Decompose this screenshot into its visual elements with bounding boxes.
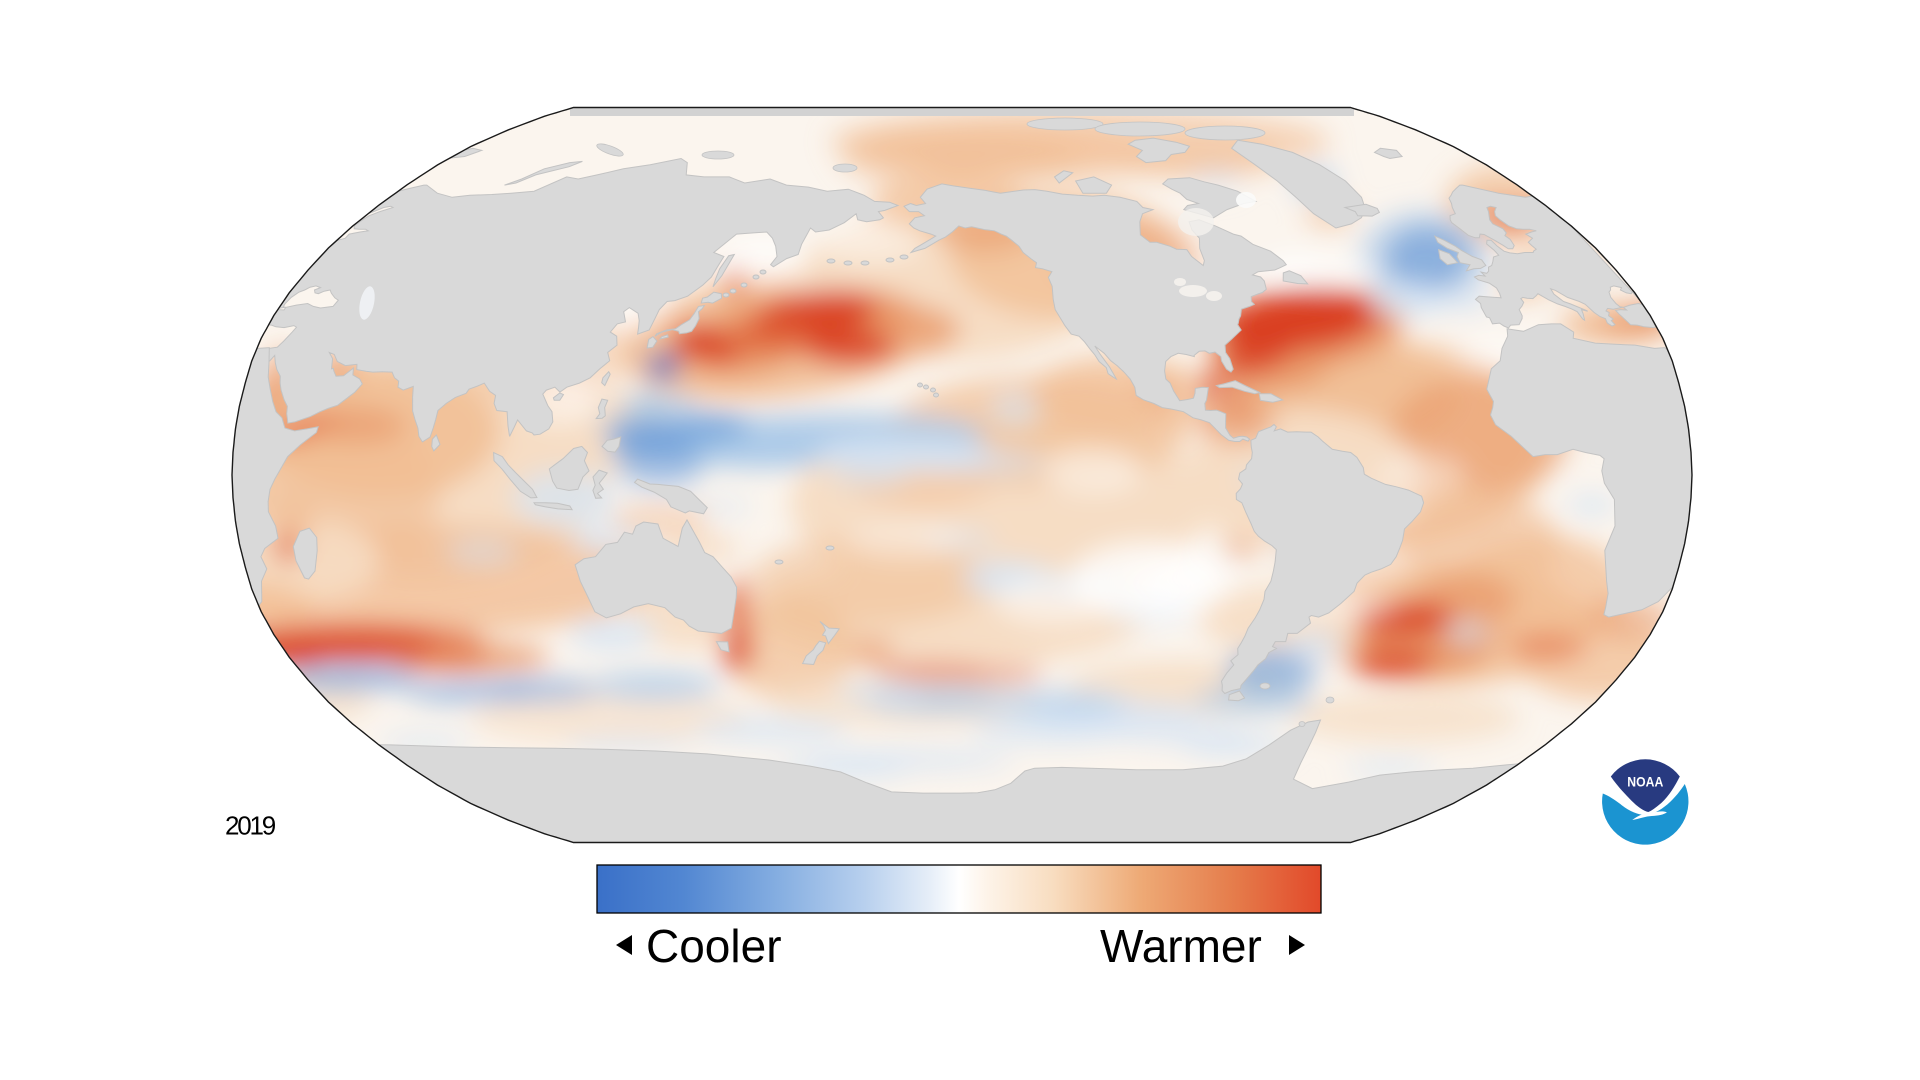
svg-text:Warmer: Warmer bbox=[1100, 920, 1262, 972]
svg-text:Cooler: Cooler bbox=[646, 920, 782, 972]
svg-text:NOAA: NOAA bbox=[1627, 775, 1663, 790]
svg-text:2019: 2019 bbox=[225, 811, 276, 841]
